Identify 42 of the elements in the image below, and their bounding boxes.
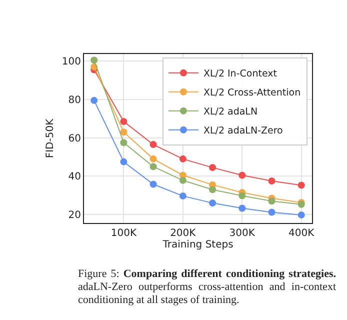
point bbox=[238, 172, 246, 179]
point bbox=[209, 200, 216, 207]
point bbox=[179, 155, 186, 162]
point bbox=[150, 163, 157, 170]
x-tick-label: 400K bbox=[288, 228, 315, 239]
point bbox=[268, 177, 276, 184]
x-tick-label: 200K bbox=[170, 228, 196, 239]
point bbox=[298, 211, 305, 218]
y-tick-label: 60 bbox=[68, 133, 81, 144]
point bbox=[120, 139, 128, 146]
y-tick-label: 100 bbox=[62, 56, 81, 68]
point bbox=[209, 164, 216, 172]
point bbox=[120, 128, 128, 136]
y-tick-label: 80 bbox=[68, 94, 81, 106]
point bbox=[179, 176, 186, 184]
legend-label: XL/2 Cross-Attention bbox=[203, 88, 301, 99]
point bbox=[268, 198, 276, 205]
legend-label: XL/2 In-Context bbox=[203, 68, 278, 80]
point bbox=[90, 96, 98, 104]
point bbox=[120, 118, 128, 126]
caption: Figure 5: bbox=[78, 268, 120, 280]
point bbox=[268, 208, 276, 216]
text: adaLN-Zero outperforms cross-attention and in-context conditioning at all stages of training. bbox=[78, 281, 336, 306]
legend-label: XL/2 adaLN-Zero bbox=[203, 126, 284, 137]
point bbox=[120, 158, 128, 166]
point bbox=[90, 56, 98, 64]
point bbox=[238, 204, 246, 212]
x-tick-label: 300K bbox=[229, 228, 256, 239]
point bbox=[238, 192, 246, 200]
point bbox=[150, 180, 157, 188]
y-tick-label: 40 bbox=[68, 172, 81, 183]
text: Comparing different conditioning strategies. bbox=[123, 268, 336, 280]
point bbox=[179, 192, 186, 200]
y-tick-label: 20 bbox=[68, 210, 81, 222]
point bbox=[150, 155, 157, 162]
legend-label: XL/2 adaLN bbox=[203, 106, 258, 118]
point bbox=[209, 186, 216, 194]
point bbox=[298, 182, 305, 189]
x-tick-label: 100K bbox=[110, 228, 137, 239]
y-axis-title: FID-50K bbox=[44, 118, 56, 158]
x-axis-title: Training Steps bbox=[162, 240, 234, 250]
point bbox=[150, 141, 157, 148]
